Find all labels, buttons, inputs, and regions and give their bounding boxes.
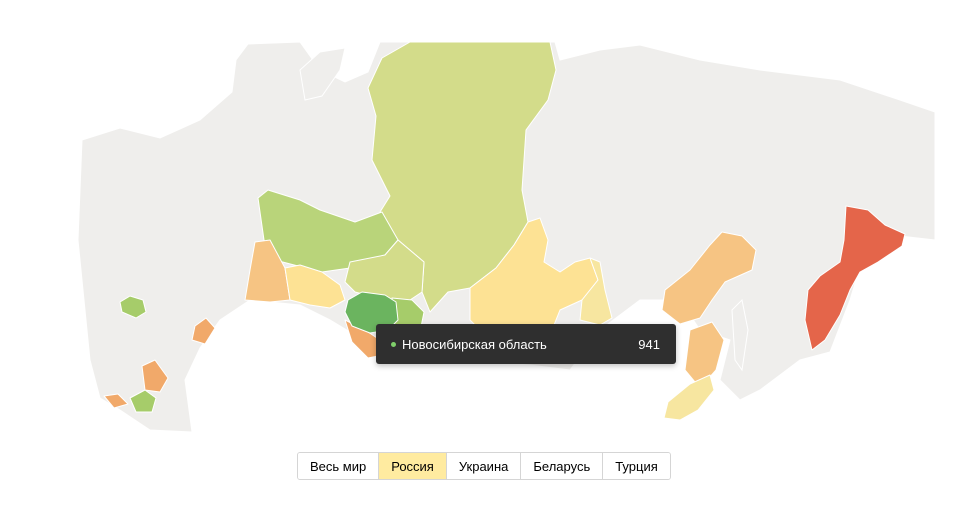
region-stavropol[interactable] <box>129 389 157 413</box>
regions-layer <box>103 41 906 421</box>
region-volgograd[interactable] <box>141 359 169 393</box>
land-sakhalin <box>731 298 749 372</box>
region-primorye[interactable] <box>663 374 715 421</box>
region-sverdlovsk[interactable] <box>244 239 291 303</box>
region-omsk[interactable] <box>284 264 346 309</box>
russia-choropleth-map <box>77 41 936 433</box>
tab-turkey[interactable]: Турция <box>603 453 670 479</box>
map-canvas <box>77 41 936 433</box>
land-novaya-zemlya <box>299 47 346 101</box>
tooltip-marker-dot <box>391 341 396 347</box>
region-tomsk[interactable] <box>344 239 425 301</box>
tooltip-region-name: Новосибирская область <box>402 336 547 352</box>
tab-russia[interactable]: Россия <box>379 453 447 479</box>
map-scope-switcher: Весь мир Россия Украина Беларусь Турция <box>297 452 671 480</box>
region-samara[interactable] <box>191 317 216 345</box>
region-kamchatka[interactable] <box>804 205 906 351</box>
tab-world[interactable]: Весь мир <box>298 453 380 479</box>
region-moscow-area[interactable] <box>119 295 147 319</box>
region-khabarovsk[interactable] <box>661 231 757 325</box>
tab-belarus[interactable]: Беларусь <box>521 453 604 479</box>
tab-ukraine[interactable]: Украина <box>446 453 522 479</box>
region-amur-jewish[interactable] <box>684 321 725 389</box>
region-krasnodar[interactable] <box>103 393 129 409</box>
region-krasnoyarsk[interactable] <box>367 41 557 313</box>
region-tooltip: Новосибирская область 941 <box>376 324 676 364</box>
tooltip-value: 941 <box>638 336 660 352</box>
